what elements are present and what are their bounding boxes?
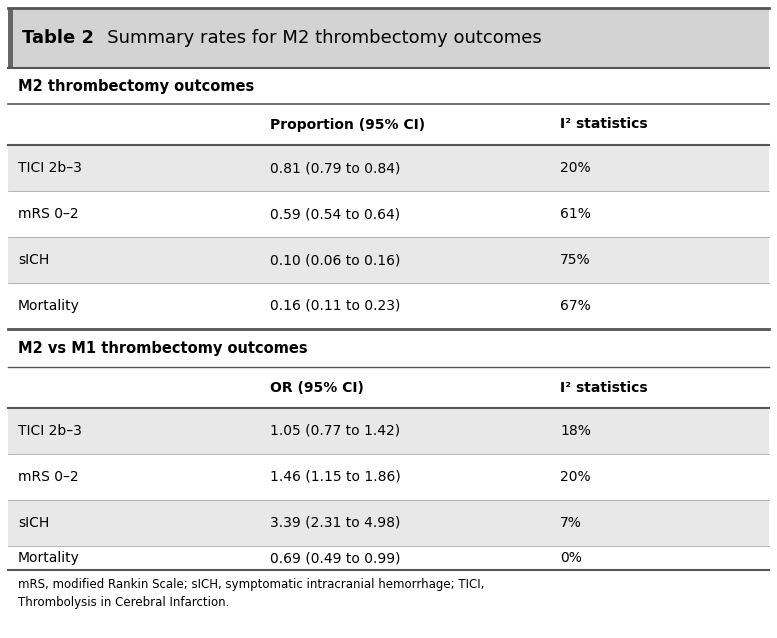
FancyBboxPatch shape — [8, 8, 769, 68]
Text: mRS 0–2: mRS 0–2 — [18, 470, 78, 484]
Text: 1.05 (0.77 to 1.42): 1.05 (0.77 to 1.42) — [270, 424, 400, 438]
Text: 3.39 (2.31 to 4.98): 3.39 (2.31 to 4.98) — [270, 516, 400, 530]
Text: 18%: 18% — [560, 424, 591, 438]
Text: 20%: 20% — [560, 470, 591, 484]
Text: 0.59 (0.54 to 0.64): 0.59 (0.54 to 0.64) — [270, 207, 400, 221]
Text: sICH: sICH — [18, 253, 49, 267]
Text: Proportion (95% CI): Proportion (95% CI) — [270, 117, 425, 131]
Text: sICH: sICH — [18, 516, 49, 530]
FancyBboxPatch shape — [8, 145, 769, 191]
Text: Table 2: Table 2 — [22, 29, 94, 47]
FancyBboxPatch shape — [8, 191, 769, 237]
Text: 0.16 (0.11 to 0.23): 0.16 (0.11 to 0.23) — [270, 299, 400, 313]
FancyBboxPatch shape — [8, 104, 769, 145]
Text: 0%: 0% — [560, 551, 582, 565]
Text: 0.69 (0.49 to 0.99): 0.69 (0.49 to 0.99) — [270, 551, 400, 565]
Text: TICI 2b–3: TICI 2b–3 — [18, 161, 82, 175]
FancyBboxPatch shape — [8, 546, 769, 570]
Text: 67%: 67% — [560, 299, 591, 313]
Text: Mortality: Mortality — [18, 299, 80, 313]
Text: 0.81 (0.79 to 0.84): 0.81 (0.79 to 0.84) — [270, 161, 400, 175]
FancyBboxPatch shape — [8, 329, 769, 367]
FancyBboxPatch shape — [8, 500, 769, 546]
Text: mRS 0–2: mRS 0–2 — [18, 207, 78, 221]
Text: 75%: 75% — [560, 253, 591, 267]
Text: Summary rates for M2 thrombectomy outcomes: Summary rates for M2 thrombectomy outcom… — [90, 29, 542, 47]
Text: 0.10 (0.06 to 0.16): 0.10 (0.06 to 0.16) — [270, 253, 400, 267]
FancyBboxPatch shape — [8, 367, 769, 408]
Text: M2 thrombectomy outcomes: M2 thrombectomy outcomes — [18, 78, 254, 94]
Text: 20%: 20% — [560, 161, 591, 175]
Text: TICI 2b–3: TICI 2b–3 — [18, 424, 82, 438]
FancyBboxPatch shape — [8, 454, 769, 500]
FancyBboxPatch shape — [8, 283, 769, 329]
Text: 61%: 61% — [560, 207, 591, 221]
Text: M2 vs M1 thrombectomy outcomes: M2 vs M1 thrombectomy outcomes — [18, 341, 308, 355]
Text: 1.46 (1.15 to 1.86): 1.46 (1.15 to 1.86) — [270, 470, 401, 484]
FancyBboxPatch shape — [8, 237, 769, 283]
FancyBboxPatch shape — [8, 68, 769, 104]
Text: mRS, modified Rankin Scale; sICH, symptomatic intracranial hemorrhage; TICI,
Thr: mRS, modified Rankin Scale; sICH, sympto… — [18, 578, 484, 609]
FancyBboxPatch shape — [8, 8, 13, 68]
Text: I² statistics: I² statistics — [560, 117, 647, 131]
Text: Mortality: Mortality — [18, 551, 80, 565]
FancyBboxPatch shape — [8, 408, 769, 454]
Text: I² statistics: I² statistics — [560, 380, 647, 394]
Text: OR (95% CI): OR (95% CI) — [270, 380, 364, 394]
Text: 7%: 7% — [560, 516, 582, 530]
